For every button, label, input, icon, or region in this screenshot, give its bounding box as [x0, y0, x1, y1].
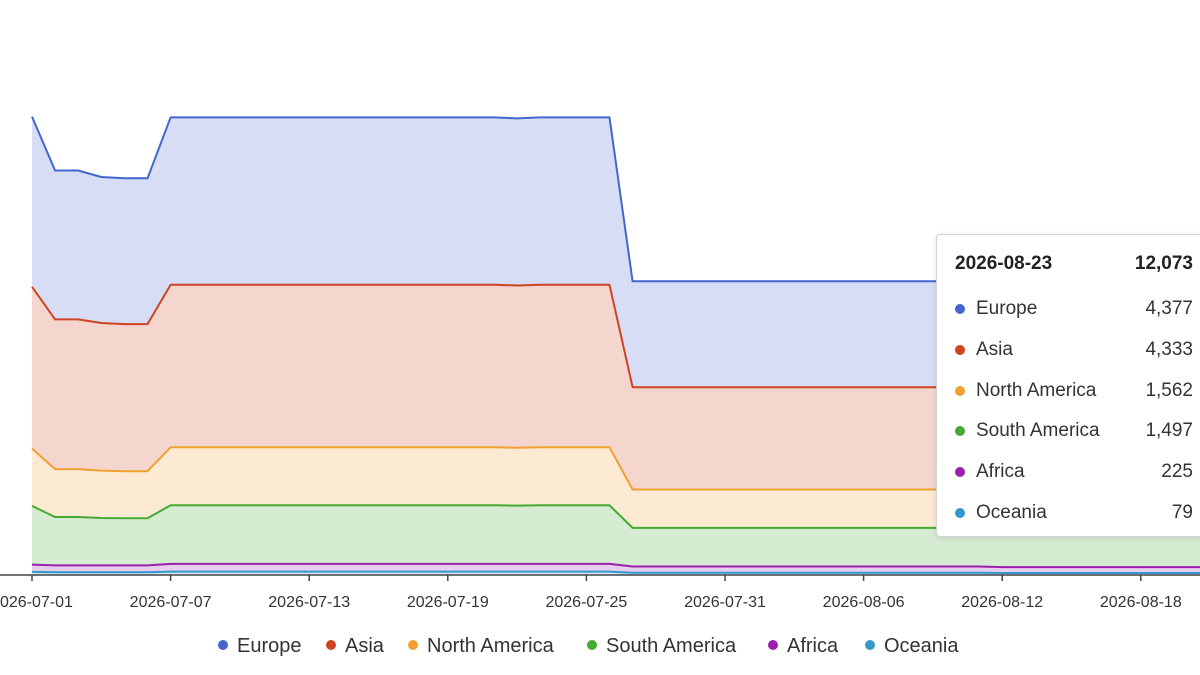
tooltip-row-south-america: South America 1,497 — [955, 411, 1193, 452]
legend-label-south-america: South America — [606, 635, 737, 657]
area-europe — [32, 116, 1200, 388]
tooltip-header: 2026-08-23 12,073 — [955, 249, 1193, 279]
tooltip-date: 2026-08-23 — [955, 253, 1053, 274]
legend-marker-asia — [326, 640, 336, 650]
south-america-dot-icon — [955, 426, 965, 437]
series-areas — [32, 116, 1200, 575]
x-tick-label: 2026-07-07 — [130, 594, 212, 611]
legend-label-north-america: North America — [427, 635, 555, 657]
oceania-dot-icon — [955, 507, 965, 518]
tooltip-value: 1,562 — [1145, 379, 1193, 401]
x-tick-label: 2026-07-25 — [545, 594, 627, 611]
area-north-america — [32, 447, 1200, 529]
legend-label-asia: Asia — [345, 635, 385, 657]
legend-label-europe: Europe — [237, 635, 302, 657]
x-tick-label: 2026-08-18 — [1100, 594, 1182, 611]
tooltip-value: 4,333 — [1145, 339, 1193, 361]
legend-label-africa: Africa — [787, 635, 839, 657]
x-tick-label: 2026-07-19 — [407, 594, 489, 611]
line-oceania — [31, 570, 1200, 574]
tooltip-value: 79 — [1171, 501, 1193, 523]
tooltip: 2026-08-23 12,073 Europe 4,377 Asia 4,33… — [936, 234, 1200, 537]
area-south-america — [32, 505, 1200, 568]
legend-label-oceania: Oceania — [884, 635, 959, 657]
legend-marker-oceania — [865, 640, 875, 650]
tooltip-row-europe: Europe 4,377 — [955, 289, 1193, 330]
tooltip-row-north-america: North America 1,562 — [955, 370, 1193, 411]
x-tick-label: 2026-07-13 — [268, 594, 350, 611]
tooltip-name: Africa — [976, 461, 1025, 483]
legend: Europe Asia North America South America Afri… — [218, 635, 959, 657]
legend-marker-europe — [218, 640, 228, 650]
tooltip-name: Oceania — [976, 501, 1047, 523]
x-tick-label: 2026-08-12 — [961, 594, 1043, 611]
tooltip-value: 4,377 — [1145, 298, 1193, 320]
line-africa — [31, 562, 1200, 569]
tooltip-value: 225 — [1161, 461, 1193, 483]
x-tick-label: 2026-08-06 — [823, 594, 905, 611]
tooltip-row-oceania: Oceania 79 — [955, 492, 1193, 533]
tooltip-name: Asia — [976, 339, 1013, 361]
legend-marker-north-america — [408, 640, 418, 650]
legend-marker-africa — [768, 640, 778, 650]
tooltip-total: 12,073 — [1134, 253, 1193, 274]
tooltip-name: South America — [976, 420, 1100, 442]
x-tick-label: 2026-07-31 — [684, 594, 766, 611]
legend-marker-south-america — [587, 640, 597, 650]
x-tick-label: 2026-07-01 — [0, 594, 73, 611]
north-america-dot-icon — [955, 385, 965, 396]
tooltip-name: Europe — [976, 298, 1038, 320]
asia-dot-icon — [955, 345, 965, 356]
tooltip-name: North America — [976, 379, 1097, 401]
tooltip-row-africa: Africa 225 — [955, 452, 1193, 493]
area-asia — [32, 284, 1200, 490]
tooltip-value: 1,497 — [1145, 420, 1193, 442]
tooltip-row-asia: Asia 4,333 — [955, 330, 1193, 371]
x-axis: 2026-07-01 2026-07-07 2026-07-13 2026-07-19… — [0, 574, 1200, 611]
africa-dot-icon — [955, 467, 965, 478]
europe-dot-icon — [955, 304, 965, 315]
